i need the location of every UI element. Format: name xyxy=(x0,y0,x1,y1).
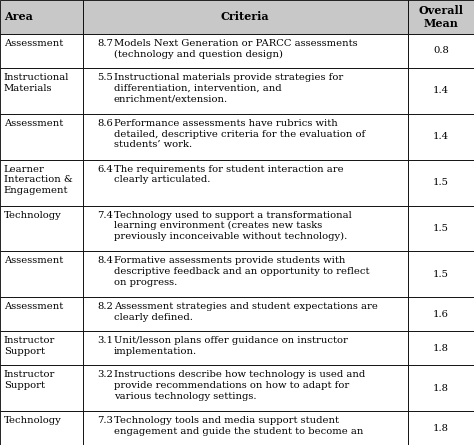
Bar xyxy=(83,251,408,297)
Bar xyxy=(408,114,474,160)
Bar xyxy=(408,411,474,445)
Text: Area: Area xyxy=(4,12,33,22)
Text: 7.4: 7.4 xyxy=(97,210,113,219)
Bar xyxy=(408,0,474,34)
Text: 1.5: 1.5 xyxy=(433,270,449,279)
Text: Technology tools and media support student
engagement and guide the student to b: Technology tools and media support stude… xyxy=(114,416,363,436)
Text: 1.8: 1.8 xyxy=(433,424,449,433)
Text: 6.4: 6.4 xyxy=(97,165,113,174)
Text: Criteria: Criteria xyxy=(221,12,270,22)
Bar xyxy=(408,160,474,206)
Text: 0.8: 0.8 xyxy=(433,46,449,56)
Bar xyxy=(408,68,474,114)
Bar xyxy=(0,114,83,160)
Bar xyxy=(0,331,83,365)
Bar xyxy=(408,34,474,68)
Text: Learner
Interaction &
Engagement: Learner Interaction & Engagement xyxy=(4,165,73,195)
Bar xyxy=(0,160,83,206)
Text: Assessment: Assessment xyxy=(4,256,63,265)
Bar xyxy=(408,251,474,297)
Bar xyxy=(408,365,474,411)
Text: 5.5: 5.5 xyxy=(97,73,113,82)
Bar xyxy=(83,68,408,114)
Text: Models Next Generation or PARCC assessments
(technology and question design): Models Next Generation or PARCC assessme… xyxy=(114,39,357,59)
Text: Instructor
Support: Instructor Support xyxy=(4,370,55,390)
Text: 1.4: 1.4 xyxy=(433,86,449,95)
Bar xyxy=(83,365,408,411)
Bar xyxy=(83,0,408,34)
Text: Unit/lesson plans offer guidance on instructor
implementation.: Unit/lesson plans offer guidance on inst… xyxy=(114,336,347,356)
Text: 3.1: 3.1 xyxy=(97,336,113,345)
Text: Technology: Technology xyxy=(4,416,62,425)
Bar xyxy=(408,331,474,365)
Text: Instructional materials provide strategies for
differentiation, intervention, an: Instructional materials provide strategi… xyxy=(114,73,343,103)
Text: Overall
Mean: Overall Mean xyxy=(419,5,463,29)
Text: 3.2: 3.2 xyxy=(97,370,113,379)
Bar xyxy=(0,365,83,411)
Bar xyxy=(83,331,408,365)
Text: 7.3: 7.3 xyxy=(97,416,113,425)
Text: 1.5: 1.5 xyxy=(433,178,449,187)
Text: Assessment strategies and student expectations are
clearly defined.: Assessment strategies and student expect… xyxy=(114,302,378,322)
Bar xyxy=(0,251,83,297)
Bar xyxy=(408,206,474,251)
Text: The requirements for student interaction are
clearly articulated.: The requirements for student interaction… xyxy=(114,165,343,184)
Bar xyxy=(0,34,83,68)
Bar xyxy=(83,114,408,160)
Text: Assessment: Assessment xyxy=(4,39,63,48)
Text: 8.4: 8.4 xyxy=(97,256,113,265)
Bar xyxy=(0,297,83,331)
Text: Assessment: Assessment xyxy=(4,302,63,312)
Text: Performance assessments have rubrics with
detailed, descriptive criteria for the: Performance assessments have rubrics wit… xyxy=(114,119,365,149)
Text: Instructional
Materials: Instructional Materials xyxy=(4,73,69,93)
Text: 8.6: 8.6 xyxy=(97,119,113,128)
Text: 1.5: 1.5 xyxy=(433,224,449,233)
Bar xyxy=(408,297,474,331)
Text: Formative assessments provide students with
descriptive feedback and an opportun: Formative assessments provide students w… xyxy=(114,256,369,287)
Bar xyxy=(83,411,408,445)
Text: 8.7: 8.7 xyxy=(97,39,113,48)
Bar xyxy=(0,0,83,34)
Bar xyxy=(0,206,83,251)
Bar xyxy=(0,68,83,114)
Bar xyxy=(83,297,408,331)
Text: Assessment: Assessment xyxy=(4,119,63,128)
Text: 1.4: 1.4 xyxy=(433,132,449,141)
Text: Technology: Technology xyxy=(4,210,62,219)
Bar xyxy=(0,411,83,445)
Text: 1.6: 1.6 xyxy=(433,310,449,319)
Bar xyxy=(83,206,408,251)
Text: Instructions describe how technology is used and
provide recommendations on how : Instructions describe how technology is … xyxy=(114,370,365,401)
Text: Instructor
Support: Instructor Support xyxy=(4,336,55,356)
Text: Technology used to support a transformational
learning environment (creates new : Technology used to support a transformat… xyxy=(114,210,352,241)
Text: 1.8: 1.8 xyxy=(433,344,449,353)
Bar xyxy=(83,160,408,206)
Bar xyxy=(83,34,408,68)
Text: 1.8: 1.8 xyxy=(433,384,449,392)
Text: 8.2: 8.2 xyxy=(97,302,113,312)
